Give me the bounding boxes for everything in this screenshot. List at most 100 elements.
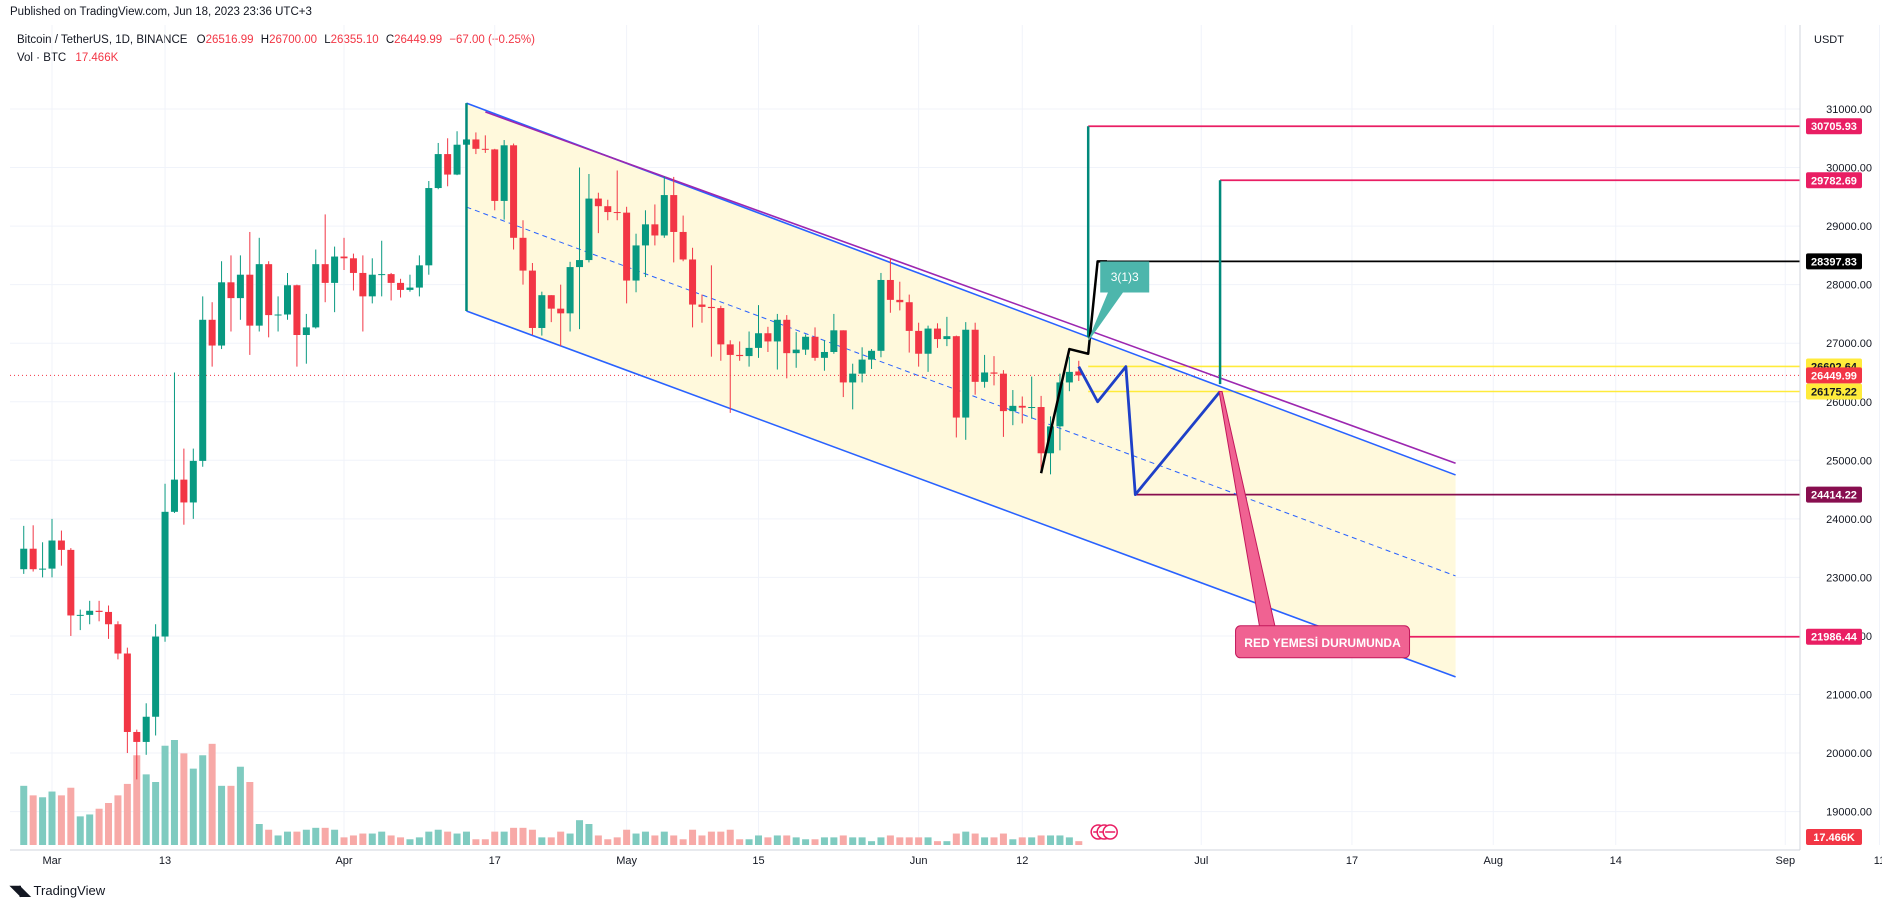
volume-bar <box>397 837 405 845</box>
volume-bar <box>434 829 442 845</box>
volume-bar <box>368 833 376 845</box>
low-label: L <box>324 34 331 46</box>
volume-bar <box>717 831 725 845</box>
low-value: 26355.10 <box>330 34 379 46</box>
candle-body <box>726 344 734 355</box>
close-label: C <box>385 34 395 46</box>
volume-bar <box>472 839 480 845</box>
candle-body <box>679 231 687 260</box>
price-level-lines <box>10 125 1800 638</box>
candle-body <box>566 267 574 314</box>
candle-body <box>660 195 668 236</box>
candle-body <box>896 299 904 303</box>
candle-body <box>331 256 339 283</box>
candle-body <box>274 314 282 316</box>
volume-badge <box>1806 829 1862 845</box>
candle-body <box>349 258 357 273</box>
volume-bar <box>839 835 847 845</box>
volume-bar <box>915 837 923 845</box>
candle-body <box>632 245 640 281</box>
condition-label-text: RED YEMESİ DURUMUNDA <box>1244 635 1401 650</box>
time-tick-label: 17 <box>489 855 501 867</box>
price-level-badge <box>1806 118 1862 135</box>
candle-body <box>397 282 405 290</box>
volume-bar <box>623 829 631 845</box>
volume-bar <box>660 831 668 845</box>
candle-body <box>359 272 367 297</box>
candle-body <box>500 145 508 201</box>
candle-body <box>105 611 113 625</box>
candle-body <box>999 373 1007 412</box>
price-tick-label: 20000.00 <box>1826 748 1872 760</box>
candle-body <box>585 198 593 261</box>
candle-body <box>218 282 226 346</box>
volume-bar <box>510 827 518 845</box>
volume-bar <box>962 831 970 845</box>
volume-bar <box>453 833 461 845</box>
volume-bar <box>170 740 178 845</box>
price-tick-label: 21000.00 <box>1826 690 1872 702</box>
candle-body <box>20 548 28 570</box>
volume-bar <box>57 795 65 845</box>
change-value: −67.00 (−0.25%) <box>449 34 535 46</box>
callout-text: 3(1)3 <box>1111 270 1139 284</box>
volume-bar <box>321 827 329 845</box>
volume-badge-label: 17.466K <box>1813 832 1855 844</box>
volume-bar <box>95 808 103 845</box>
volume-bar <box>557 831 565 845</box>
candle-body <box>1018 405 1026 408</box>
candles <box>20 109 1083 780</box>
candle-body <box>180 479 188 503</box>
candle-body <box>302 327 310 336</box>
symbol-legend: Bitcoin / TetherUS, 1D, BINANCE O26516.9… <box>17 34 535 46</box>
candle-body <box>76 614 84 616</box>
condition-label-box <box>1235 625 1411 659</box>
candle-body <box>86 610 94 615</box>
volume-bar <box>312 827 320 845</box>
channel-fill <box>466 103 1456 677</box>
time-tick-label: Apr <box>335 855 352 867</box>
candle-body <box>189 460 197 503</box>
callout-bubble <box>1088 261 1150 341</box>
volume-bar <box>387 835 395 845</box>
price-tick-label: 25000.00 <box>1826 455 1872 467</box>
volume-bar <box>1037 835 1045 845</box>
volume-bar <box>698 835 706 845</box>
candle-body <box>265 264 273 316</box>
volume-bar <box>378 831 386 845</box>
candle-body <box>1065 371 1073 383</box>
candle-body <box>792 349 800 354</box>
volume-bar <box>274 835 282 845</box>
candle-body <box>839 330 847 383</box>
volume-bar <box>905 837 913 845</box>
candle-body <box>453 144 461 175</box>
volume-bar <box>152 782 160 845</box>
volume-bar <box>415 837 423 845</box>
candle-body <box>981 372 989 382</box>
price-tick-label: 31000.00 <box>1826 104 1872 116</box>
open-label: O <box>196 34 206 46</box>
volume-bar <box>755 835 762 845</box>
tradingview-brand[interactable]: ◥◣ TradingView <box>10 882 105 899</box>
price-tick-label: 26000.00 <box>1826 397 1872 409</box>
volume-bar <box>406 839 414 845</box>
candle-body <box>406 287 414 290</box>
candle-body <box>604 206 612 213</box>
volume-bar <box>331 829 339 845</box>
candle-body <box>783 319 791 354</box>
volume-bar <box>1075 841 1083 845</box>
candle-body <box>199 319 207 461</box>
open-value: 26516.99 <box>205 34 254 46</box>
candle-body <box>1056 382 1064 427</box>
volume-bar <box>745 839 753 845</box>
volume-bar <box>161 745 169 845</box>
candle-body <box>29 548 37 570</box>
price-level-label: 24414.22 <box>1811 490 1857 502</box>
volume-bar <box>651 835 659 845</box>
candle-body <box>114 624 122 654</box>
volume-bar <box>218 785 226 845</box>
volume-bar <box>830 837 838 845</box>
volume-bar <box>604 839 612 845</box>
time-tick-label: Mar <box>43 855 62 867</box>
